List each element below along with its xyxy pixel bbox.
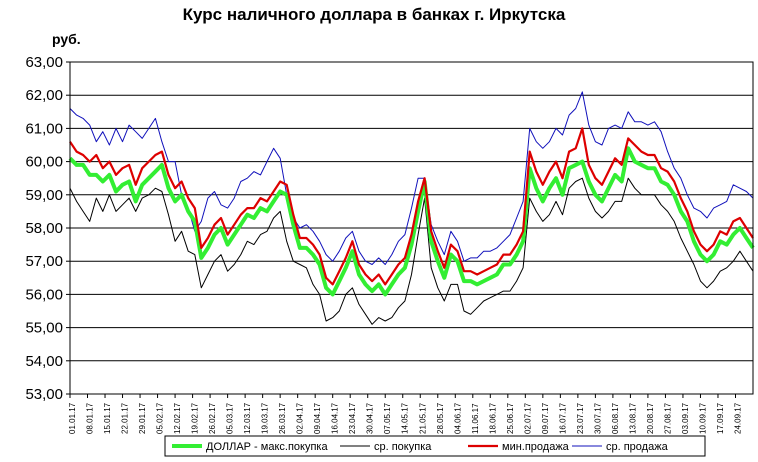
x-tick-label: 09.07.17 [541,402,550,434]
series-line-2 [69,127,754,286]
y-tick-label: 53,00 [25,386,63,403]
x-tick-label: 30.04.17 [366,402,375,434]
x-axis-ticks: 01.01.17 08.01.17 15.01.17 22.01.17 29.01.17… [68,394,742,434]
y-tick-label: 62,00 [25,87,63,104]
x-tick-label: 02.07.17 [523,402,532,434]
x-tick-label: 11.06.17 [471,403,480,434]
x-tick-label: 08.01.17 [86,402,95,434]
x-tick-label: 12.03.17 [243,402,252,434]
legend-label: ср. продажа [606,441,669,453]
legend-label: ср. покупка [374,441,432,453]
series-line-0 [68,146,755,297]
x-tick-label: 24.09.17 [733,402,742,434]
x-tick-label: 30.07.17 [593,402,602,434]
x-tick-label: 18.06.17 [488,402,497,434]
y-tick-label: 63,00 [25,54,63,71]
series-line-1 [69,177,754,325]
grid-lines [70,94,753,362]
x-tick-label: 12.02.17 [173,402,182,434]
chart-title: Курс наличного доллара в банках г. Иркут… [183,5,566,24]
x-tick-label: 20.08.17 [646,402,655,434]
plot-area-border [69,61,754,395]
x-tick-label: 23.04.17 [348,402,357,434]
x-tick-label: 25.06.17 [506,402,515,434]
y-tick-label: 60,00 [25,154,63,171]
legend-label: ДОЛЛАР - макс.покупка [206,441,328,453]
x-tick-label: 07.05.17 [383,402,392,434]
legend: ДОЛЛАР - макс.покупка ср. покупка мин.прод… [164,435,706,457]
x-tick-label: 09.04.17 [313,402,322,434]
x-tick-label: 17.09.17 [716,402,725,434]
x-tick-label: 06.08.17 [611,402,620,434]
x-tick-label: 14.05.17 [401,402,410,434]
y-tick-label: 61,00 [25,120,63,137]
x-tick-label: 27.08.17 [663,402,672,434]
x-tick-label: 01.01.17 [68,402,77,434]
x-tick-label: 16.04.17 [331,402,340,434]
y-tick-label: 55,00 [25,320,63,337]
x-tick-label: 15.01.17 [103,402,112,434]
x-tick-label: 16.07.17 [558,402,567,434]
x-tick-label: 10.09.17 [698,402,707,434]
x-tick-label: 02.04.17 [296,402,305,434]
x-tick-label: 05.03.17 [226,402,235,434]
x-tick-label: 05.02.17 [156,402,165,434]
y-axis-ticks: 53,00 54,00 55,00 56,00 57,00 58,00 59,00 60,00… [25,54,70,403]
y-tick-label: 59,00 [25,187,63,204]
legend-label: мин.продажа [502,441,570,453]
x-tick-label: 23.07.17 [576,402,585,434]
x-tick-label: 04.06.17 [453,402,462,434]
y-tick-label: 54,00 [25,353,63,370]
series-lines [68,91,755,325]
y-tick-label: 56,00 [25,286,63,303]
x-tick-label: 29.01.17 [138,402,147,434]
x-tick-label: 19.02.17 [191,402,200,434]
x-tick-label: 13.08.17 [628,402,637,434]
x-tick-label: 22.01.17 [121,402,130,434]
x-tick-label: 21.05.17 [418,402,427,434]
legend-box [164,435,706,457]
x-tick-label: 26.02.17 [208,402,217,434]
x-tick-label: 03.09.17 [681,402,690,434]
y-tick-label: 57,00 [25,253,63,270]
y-axis-unit: руб. [52,31,81,47]
y-tick-label: 58,00 [25,220,63,237]
x-tick-label: 28.05.17 [436,402,445,434]
x-tick-label: 26.03.17 [278,402,287,434]
x-tick-label: 19.03.17 [261,402,270,434]
